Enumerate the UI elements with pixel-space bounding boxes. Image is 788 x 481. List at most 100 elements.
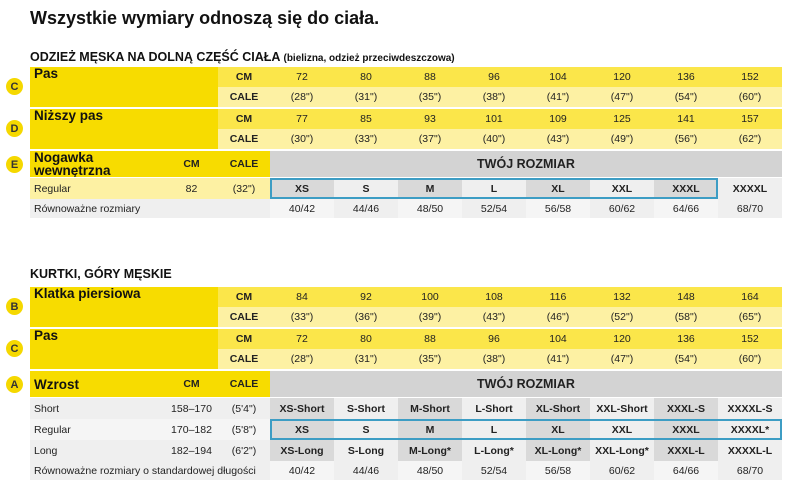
size-cell: XS-Long <box>270 440 334 461</box>
row-label: Long <box>30 440 165 461</box>
cm-value: 136 <box>654 67 718 87</box>
unit-label: CM <box>165 371 218 397</box>
size-cell: XXL <box>590 419 654 440</box>
equivalent-size: 44/46 <box>334 461 398 480</box>
page-title: Wszystkie wymiary odnoszą się do ciała. <box>30 8 380 28</box>
cm-value: 85 <box>334 109 398 129</box>
inch-value: (28") <box>270 349 334 369</box>
size-cell: XXXL-L <box>654 440 718 461</box>
inch-value: (54") <box>654 87 718 107</box>
row-inches: (5'8") <box>218 419 270 440</box>
row-label: Regular <box>30 178 165 199</box>
cm-value: 80 <box>334 67 398 87</box>
size-cell: XXXXL-S <box>718 398 782 419</box>
cm-value: 84 <box>270 287 334 307</box>
size-cell: XXXL-S <box>654 398 718 419</box>
size-cell: S <box>334 419 398 440</box>
size-cell: XS <box>270 419 334 440</box>
equivalent-size: 44/46 <box>334 199 398 218</box>
inch-value: (31") <box>334 349 398 369</box>
equivalent-label: Równoważne rozmiary <box>30 199 270 218</box>
row-cm: 170–182 <box>165 419 218 440</box>
inch-value: (41") <box>526 349 590 369</box>
size-cell: L <box>462 178 526 199</box>
size-cell: XS <box>270 178 334 199</box>
letter-badge: D <box>6 120 23 137</box>
row-inches: (5'4") <box>218 398 270 419</box>
cm-value: 104 <box>526 67 590 87</box>
equivalent-size: 40/42 <box>270 199 334 218</box>
letter-badge: B <box>6 298 23 315</box>
cm-value: 152 <box>718 67 782 87</box>
cm-value: 108 <box>462 287 526 307</box>
inch-value: (38") <box>462 87 526 107</box>
row-cm: 182–194 <box>165 440 218 461</box>
heading-note: (bielizna, odzież przeciwdeszczowa) <box>283 53 455 64</box>
inch-value: (54") <box>654 349 718 369</box>
size-cell: L-Short <box>462 398 526 419</box>
size-header-label: Wzrost <box>30 371 165 397</box>
size-cell: XXL-Long* <box>590 440 654 461</box>
inch-value: (40") <box>462 129 526 149</box>
inch-value: (35") <box>398 87 462 107</box>
size-cell: M-Short <box>398 398 462 419</box>
section-heading: ODZIEŻ MĘSKA NA DOLNĄ CZĘŚĆ CIAŁA (bieli… <box>30 50 455 64</box>
size-cell: L <box>462 419 526 440</box>
cm-value: 164 <box>718 287 782 307</box>
size-cell: XL <box>526 419 590 440</box>
cm-value: 101 <box>462 109 526 129</box>
unit-label: CM <box>218 67 270 87</box>
unit-label: CALE <box>218 307 270 327</box>
unit-label: CALE <box>218 151 270 177</box>
cm-value: 100 <box>398 287 462 307</box>
inch-value: (56") <box>654 129 718 149</box>
cm-value: 148 <box>654 287 718 307</box>
inch-value: (39") <box>398 307 462 327</box>
equivalent-size: 64/66 <box>654 199 718 218</box>
inch-value: (60") <box>718 349 782 369</box>
size-cell: XXXXL* <box>718 419 782 440</box>
inch-value: (52") <box>590 307 654 327</box>
section-heading: KURTKI, GÓRY MĘSKIE <box>30 267 172 281</box>
size-cell: XXL-Short <box>590 398 654 419</box>
unit-label: CALE <box>218 129 270 149</box>
equivalent-size: 48/50 <box>398 461 462 480</box>
size-cell: L-Long* <box>462 440 526 461</box>
unit-label: CALE <box>218 371 270 397</box>
cm-value: 132 <box>590 287 654 307</box>
letter-badge: C <box>6 78 23 95</box>
unit-label: CM <box>218 287 270 307</box>
row-inches: (6'2") <box>218 440 270 461</box>
size-cell: XL-Short <box>526 398 590 419</box>
cm-value: 109 <box>526 109 590 129</box>
inch-value: (43") <box>526 129 590 149</box>
inch-value: (47") <box>590 87 654 107</box>
heading-text: KURTKI, GÓRY MĘSKIE <box>30 267 172 281</box>
size-cell: XL <box>526 178 590 199</box>
letter-badge: E <box>6 156 23 173</box>
inch-value: (65") <box>718 307 782 327</box>
cm-value: 157 <box>718 109 782 129</box>
equivalent-size: 52/54 <box>462 461 526 480</box>
cm-value: 104 <box>526 329 590 349</box>
measure-label: Pas <box>30 329 218 369</box>
unit-label: CM <box>165 151 218 177</box>
size-cell: XXXL <box>654 419 718 440</box>
inch-value: (28") <box>270 87 334 107</box>
inch-value: (37") <box>398 129 462 149</box>
inch-value: (47") <box>590 349 654 369</box>
size-cell: XXXL <box>654 178 718 199</box>
measure-label: Pas <box>30 67 218 107</box>
size-cell: XXXXL <box>718 178 782 199</box>
inch-value: (31") <box>334 87 398 107</box>
equivalent-size: 56/58 <box>526 461 590 480</box>
size-header-label: Nogawka wewnętrzna <box>30 151 165 177</box>
inch-value: (46") <box>526 307 590 327</box>
inch-value: (30") <box>270 129 334 149</box>
size-cell: S-Short <box>334 398 398 419</box>
unit-label: CM <box>218 329 270 349</box>
cm-value: 120 <box>590 67 654 87</box>
cm-value: 116 <box>526 287 590 307</box>
cm-value: 152 <box>718 329 782 349</box>
